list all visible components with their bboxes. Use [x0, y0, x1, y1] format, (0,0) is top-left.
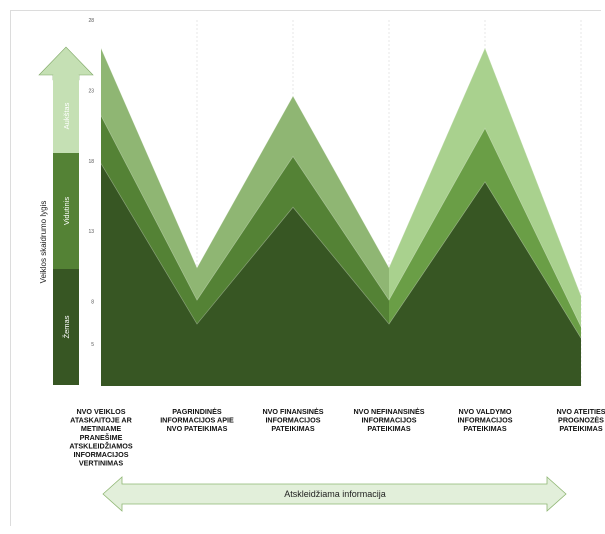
- category-label-2: PAGRINDINĖS INFORMACIJOS APIE NVO PATEIKIM…: [160, 407, 234, 433]
- level-segment-low: [53, 269, 79, 385]
- level-label-high: Aukštas: [62, 102, 71, 129]
- y-tick-label: 13: [88, 229, 94, 235]
- area-layers: [100, 47, 582, 387]
- category-labels: NVO VEIKLOS ATASKAITOJE AR METINIAME PRANEŠ…: [69, 407, 605, 468]
- y-tick-label: 18: [88, 159, 94, 165]
- y-tick-label: 23: [88, 88, 94, 94]
- series-3-edge: [100, 47, 582, 297]
- x-double-arrow: Atskleidžiama informacija: [102, 476, 567, 512]
- y-tick-label: 8: [91, 300, 94, 306]
- y-tick-label: 5: [91, 342, 94, 348]
- level-arrow: Aukštas Vidutinis Žemas: [38, 46, 94, 385]
- category-label-4: NVO NEFINANSINĖS INFORMACIJOS PATEIKIMAS: [353, 407, 424, 433]
- chart-frame: [10, 10, 601, 526]
- series-1-edge: [100, 163, 582, 339]
- x-double-arrow-shape: [102, 476, 567, 512]
- category-label-1: NVO VEIKLOS ATASKAITOJE AR METINIAME PRANEŠ…: [69, 407, 133, 468]
- category-label-5: NVO VALDYMO INFORMACIJOS PATEIKIMAS: [457, 407, 512, 433]
- category-label-6: NVO ATEITIES PROGNOZĖS PATEIKIMAS: [556, 407, 605, 433]
- level-segment-high: [53, 75, 79, 153]
- category-label-3: NVO FINANSINĖS INFORMACIJOS PATEIKIMAS: [262, 407, 323, 433]
- level-segment-mid: [53, 153, 79, 269]
- y-axis-label: Veiklos skaidrumo lygis: [39, 201, 48, 284]
- level-label-low: Žemas: [62, 315, 71, 338]
- x-axis-label: Atskleidžiama informacija: [284, 489, 386, 499]
- y-axis-ticks: 5 8 13 18 23 28: [88, 18, 94, 348]
- area-series-3-right-tint: [389, 48, 581, 327]
- area-series-2-right-tint: [389, 128, 581, 339]
- level-label-mid: Vidutinis: [62, 197, 71, 225]
- series-2-edge: [100, 115, 582, 328]
- y-tick-label: 28: [88, 18, 94, 24]
- area-series-1: [101, 163, 581, 386]
